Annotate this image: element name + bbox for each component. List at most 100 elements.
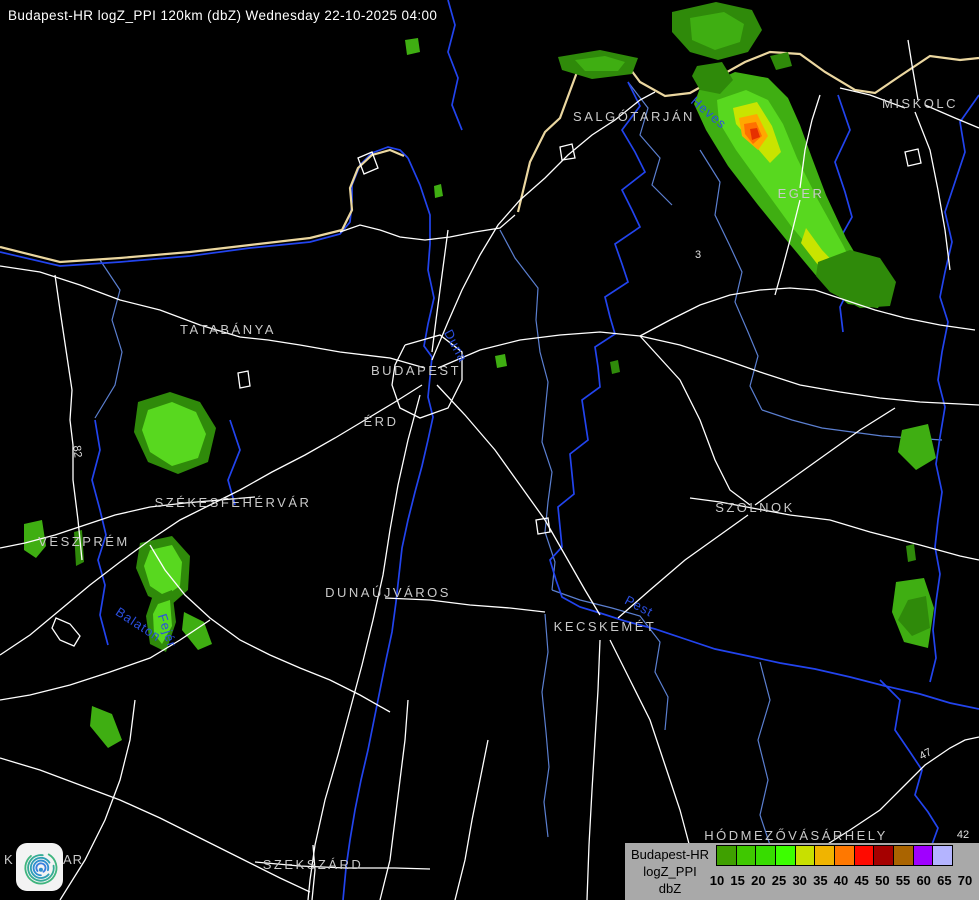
legend-unit: dbZ — [658, 881, 682, 896]
map-feature — [447, 0, 463, 131]
map-feature — [94, 259, 123, 419]
radar-echoes-layer — [24, 2, 936, 748]
city-label-miskolc: MISKOLC — [882, 96, 958, 111]
legend-panel: Budapest-HR logZ_PPI dbZ 10 15 20 25 30 35 40 4… — [625, 843, 979, 900]
county-boundaries-layer — [94, 81, 943, 846]
city-label-h-dmez-v-s-rhely: HÓDMEZŐVÁSÁRHELY — [704, 828, 888, 843]
map-feature — [384, 597, 546, 613]
map-feature — [549, 81, 979, 710]
map-feature — [311, 844, 316, 900]
legend-color-scale — [716, 845, 953, 866]
radar-echo — [750, 128, 760, 140]
legend-swatch-25-30 — [774, 845, 796, 866]
road-number-47: 47 — [917, 746, 933, 762]
city-label-duna-jv-ros: DUNAÚJVÁROS — [325, 585, 451, 600]
radar-echo — [182, 612, 212, 650]
map-feature — [799, 94, 821, 189]
radar-echo — [90, 706, 122, 748]
map-feature — [814, 736, 979, 853]
road-number-3: 3 — [695, 249, 701, 261]
legend-tick-20: 20 — [751, 873, 766, 888]
radar-echo — [434, 184, 443, 198]
radar-echo — [575, 56, 625, 71]
legend-tick-15: 15 — [730, 873, 745, 888]
radar-echo — [690, 12, 744, 50]
water-label-duna: Duna — [441, 327, 471, 365]
swirl-icon — [23, 851, 57, 885]
legend-tick-labels: 10 15 20 25 30 35 40 45 50 55 60 65 70 — [625, 873, 979, 889]
city-label-veszpr-m: VESZPRÉM — [38, 534, 130, 549]
map-feature — [0, 496, 256, 549]
city-label-kecskem-t: KECSKEMÉT — [554, 619, 657, 634]
legend-swatch-10-15 — [716, 845, 737, 866]
map-feature — [436, 384, 601, 616]
legend-swatch-60-65 — [912, 845, 934, 866]
city-label-eger: EGER — [778, 186, 825, 201]
map-feature — [237, 370, 251, 389]
map-feature — [627, 81, 673, 206]
map-feature — [431, 91, 656, 361]
label-fragment-ar: AR — [63, 852, 83, 867]
legend-tick-35: 35 — [813, 873, 828, 888]
map-feature — [757, 661, 771, 846]
legend-swatch-45-50 — [853, 845, 875, 866]
map-feature — [774, 199, 801, 296]
map-feature — [454, 739, 489, 900]
city-label-tatab-nya: TATABÁNYA — [180, 322, 276, 337]
provider-logo — [16, 843, 63, 891]
legend-tick-30: 30 — [792, 873, 807, 888]
map-feature — [535, 517, 551, 535]
legend-swatch-65-70 — [932, 845, 953, 866]
radar-echo — [610, 360, 620, 374]
map-feature — [0, 148, 405, 264]
legend-tick-50: 50 — [875, 873, 890, 888]
map-feature — [754, 407, 896, 506]
map-feature — [0, 619, 211, 701]
legend-tick-10: 10 — [709, 873, 725, 888]
map-feature — [914, 111, 951, 271]
city-label-szolnok: SZOLNOK — [715, 500, 795, 515]
map-feature — [227, 419, 241, 506]
map-feature — [149, 544, 391, 713]
map-feature — [391, 334, 463, 419]
map-feature — [431, 229, 449, 353]
map-feature — [0, 146, 409, 267]
map-feature — [924, 104, 979, 129]
map-feature — [499, 229, 556, 591]
legend-tick-40: 40 — [833, 873, 849, 888]
map-feature — [541, 613, 550, 838]
radar-echo — [142, 402, 206, 466]
road-number-42: 42 — [957, 829, 969, 841]
map-feature — [91, 419, 109, 646]
city-label-sz-kesfeh-rv-r: SZÉKESFEHÉRVÁR — [155, 495, 312, 510]
radar-echo — [692, 62, 733, 94]
map-feature — [357, 151, 379, 175]
radar-echo — [906, 544, 916, 562]
map-feature — [551, 589, 669, 731]
map-feature — [699, 149, 763, 411]
city-label-salg-tarj-n: SALGÓTARJÁN — [573, 109, 695, 124]
map-feature — [586, 639, 601, 900]
radar-echo — [405, 38, 420, 55]
city-label--rd: ÉRD — [364, 414, 399, 429]
city-label-budapest: BUDAPEST — [371, 363, 461, 378]
legend-tick-25: 25 — [771, 873, 787, 888]
legend-swatch-30-35 — [794, 845, 816, 866]
radar-echo — [898, 596, 930, 636]
legend-swatch-50-55 — [873, 845, 894, 866]
legend-tick-60: 60 — [916, 873, 931, 888]
legend-tick-55: 55 — [895, 873, 911, 888]
map-feature — [379, 699, 409, 900]
map-feature — [307, 394, 421, 900]
legend-swatch-55-60 — [892, 845, 914, 866]
map-feature — [254, 861, 431, 870]
radar-echo — [495, 354, 507, 368]
radar-echo — [770, 52, 792, 70]
radar-echo — [898, 424, 936, 470]
map-feature — [839, 87, 906, 109]
map-feature — [907, 39, 919, 101]
roads-layer — [0, 39, 979, 900]
map-feature — [59, 699, 136, 900]
map-feature — [617, 514, 749, 619]
